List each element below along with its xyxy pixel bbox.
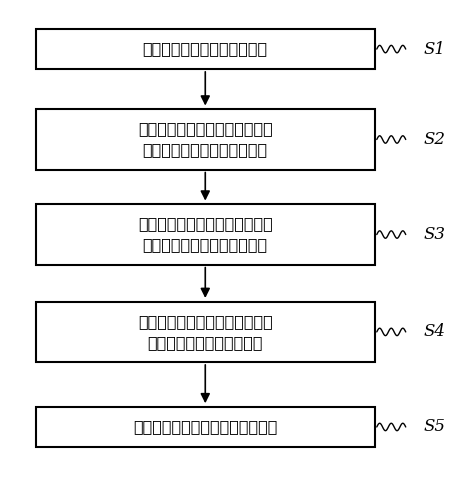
Text: 通过输入设备输入空气质量设定
值和空气质量权重影响关系表: 通过输入设备输入空气质量设定 值和空气质量权重影响关系表	[138, 122, 272, 157]
Text: 通过推导得出未设有传感器模块
的各网格内的空气质量参数: 通过推导得出未设有传感器模块 的各网格内的空气质量参数	[138, 314, 272, 350]
Text: S3: S3	[423, 226, 444, 243]
FancyBboxPatch shape	[36, 109, 374, 170]
Text: S4: S4	[423, 324, 444, 341]
FancyBboxPatch shape	[36, 29, 374, 69]
FancyBboxPatch shape	[36, 204, 374, 265]
Text: 生成空气质量调控模块的控制命令: 生成空气质量调控模块的控制命令	[133, 419, 277, 435]
Text: S5: S5	[423, 418, 444, 436]
FancyBboxPatch shape	[36, 407, 374, 447]
FancyBboxPatch shape	[36, 302, 374, 362]
Text: S2: S2	[423, 131, 444, 148]
Text: S1: S1	[423, 41, 444, 57]
Text: 通过传感器模块检测设有传感器
模块的网格内的空气质量参数: 通过传感器模块检测设有传感器 模块的网格内的空气质量参数	[138, 216, 272, 253]
Text: 获取空气质量权重影响关系表: 获取空气质量权重影响关系表	[143, 42, 267, 57]
